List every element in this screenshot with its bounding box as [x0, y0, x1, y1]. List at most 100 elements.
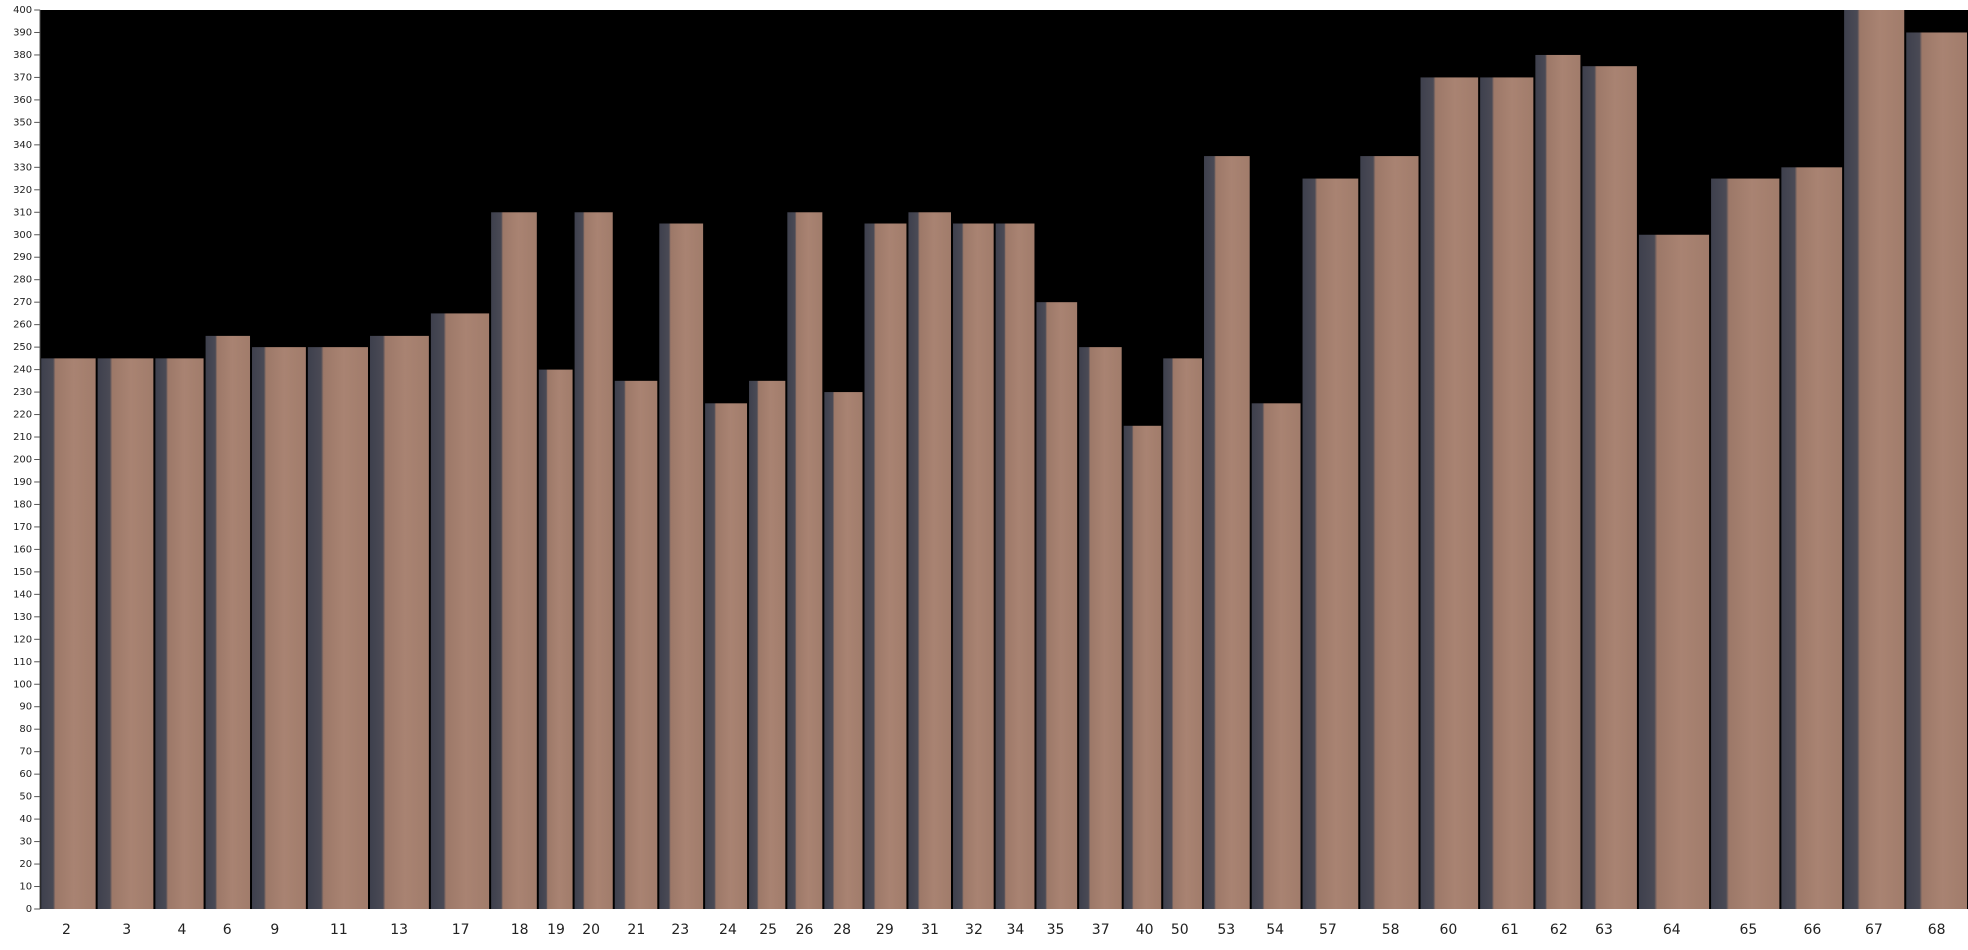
board: [705, 403, 748, 909]
y-tick-label: 100: [13, 679, 32, 690]
y-tick-label: 360: [13, 95, 32, 106]
x-tick-label: 60: [1439, 922, 1457, 938]
y-tick-label: 220: [13, 410, 32, 421]
x-tick-label: 40: [1136, 922, 1154, 938]
board: [1251, 403, 1301, 909]
board: [97, 358, 154, 909]
board: [538, 369, 573, 910]
board: [1302, 178, 1359, 909]
y-tick-label: 280: [13, 275, 32, 286]
board: [205, 335, 251, 909]
board: [1582, 66, 1637, 909]
board: [1360, 156, 1419, 909]
y-tick-label: 40: [19, 814, 32, 825]
y-tick-label: 150: [13, 567, 32, 578]
x-tick-label: 3: [122, 922, 131, 938]
board: [1036, 302, 1078, 909]
y-tick-label: 50: [19, 792, 32, 803]
y-tick-label: 310: [13, 207, 32, 218]
y-tick-label: 340: [13, 140, 32, 151]
x-tick-label: 28: [833, 922, 851, 938]
x-tick-label: 63: [1595, 922, 1613, 938]
board: [491, 212, 537, 909]
x-tick-label: 37: [1092, 922, 1110, 938]
board: [995, 223, 1035, 909]
board: [1781, 167, 1843, 909]
y-tick-label: 230: [13, 387, 32, 398]
x-tick-label: 29: [876, 922, 894, 938]
board: [824, 392, 863, 909]
board: [1123, 425, 1162, 909]
y-tick-label: 60: [19, 769, 32, 780]
board: [41, 358, 96, 909]
x-tick-label: 25: [759, 922, 777, 938]
x-tick-label: 21: [627, 922, 645, 938]
x-tick-label: 6: [223, 922, 232, 938]
board: [614, 380, 658, 909]
board: [155, 358, 204, 909]
board: [908, 212, 951, 909]
x-tick-label: 17: [452, 922, 470, 938]
board: [787, 212, 823, 909]
x-tick-label: 23: [671, 922, 689, 938]
board: [952, 223, 994, 909]
x-tick-label: 34: [1006, 922, 1024, 938]
board: [574, 212, 613, 909]
x-tick-label: 26: [796, 922, 814, 938]
board: [370, 335, 429, 909]
y-tick-label: 400: [13, 5, 32, 16]
x-tick-label: 68: [1928, 922, 1946, 938]
y-tick-label: 130: [13, 612, 32, 623]
board: [1906, 32, 1967, 910]
board: [1163, 358, 1203, 909]
x-tick-label: 53: [1217, 922, 1235, 938]
y-tick-label: 70: [19, 747, 32, 758]
y-tick-label: 250: [13, 342, 32, 353]
x-tick-label: 9: [270, 922, 279, 938]
x-tick-label: 35: [1047, 922, 1065, 938]
x-tick-label: 65: [1739, 922, 1757, 938]
y-tick-label: 210: [13, 432, 32, 443]
board: [1711, 178, 1780, 909]
board: [1079, 347, 1122, 909]
y-tick-label: 190: [13, 477, 32, 488]
x-tick-label: 19: [547, 922, 565, 938]
y-tick-label: 120: [13, 634, 32, 645]
y-tick-label: 30: [19, 837, 32, 848]
y-tick-label: 170: [13, 522, 32, 533]
x-tick-label: 31: [921, 922, 939, 938]
board: [1638, 234, 1710, 909]
y-tick-label: 20: [19, 859, 32, 870]
x-tick-label: 67: [1865, 922, 1883, 938]
x-tick-label: 54: [1266, 922, 1284, 938]
y-tick-label: 160: [13, 544, 32, 555]
y-tick-label: 270: [13, 297, 32, 308]
x-tick-label: 57: [1319, 922, 1337, 938]
board: [659, 223, 704, 909]
x-tick-label: 24: [719, 922, 737, 938]
board: [307, 347, 368, 909]
y-tick-label: 10: [19, 882, 32, 893]
y-tick-label: 0: [26, 904, 32, 915]
y-tick-label: 390: [13, 27, 32, 38]
x-tick-label: 4: [178, 922, 187, 938]
board: [252, 347, 306, 909]
x-tick-label: 61: [1501, 922, 1519, 938]
board: [1204, 156, 1250, 909]
y-tick-label: 200: [13, 455, 32, 466]
x-tick-label: 18: [511, 922, 529, 938]
x-tick-label: 11: [330, 922, 348, 938]
y-tick-label: 380: [13, 50, 32, 61]
board: [864, 223, 907, 909]
x-tick-label: 64: [1663, 922, 1681, 938]
y-tick-label: 140: [13, 589, 32, 600]
y-tick-label: 110: [13, 657, 32, 668]
board: [430, 313, 490, 910]
y-tick-label: 350: [13, 117, 32, 128]
y-tick-label: 80: [19, 724, 32, 735]
x-tick-label: 58: [1382, 922, 1400, 938]
board: [1535, 54, 1581, 909]
x-tick-label: 62: [1550, 922, 1568, 938]
board: [1844, 10, 1905, 909]
y-tick-label: 180: [13, 499, 32, 510]
